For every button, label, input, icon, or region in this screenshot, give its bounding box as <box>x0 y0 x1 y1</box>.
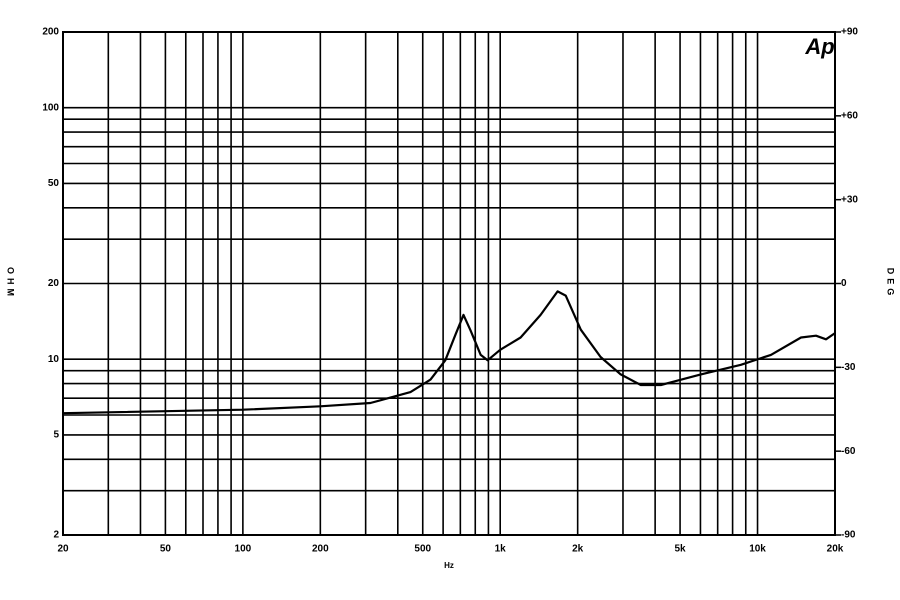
y2-tick-label: +90 <box>841 27 858 38</box>
x-tick-label: 1k <box>495 544 507 555</box>
x-tick-label: 500 <box>414 544 431 555</box>
x-tick-label: 200 <box>312 544 329 555</box>
y2-axis-label: DEG <box>886 268 896 300</box>
impedance-line <box>62 290 836 415</box>
y2-tick-label: 0 <box>841 278 847 289</box>
x-tick-label: 20 <box>57 544 69 555</box>
x-axis-label: Hz <box>444 561 454 570</box>
x-tick-label: 100 <box>235 544 252 555</box>
x-tick-label: 2k <box>572 544 584 555</box>
y-tick-label: 200 <box>42 27 59 38</box>
y2-tick-label: -90 <box>841 530 856 541</box>
y2-tick-label: +60 <box>841 110 858 121</box>
x-tick-label: 50 <box>160 544 172 555</box>
y2-tick-label: -30 <box>841 362 856 373</box>
x-tick-label: 5k <box>675 544 687 555</box>
y-axis-label: OHM <box>6 267 16 300</box>
y2-tick-label: -60 <box>841 446 856 457</box>
y2-tick-label: +30 <box>841 194 858 205</box>
x-tick-label: 10k <box>749 544 766 555</box>
y-tick-label: 10 <box>48 354 60 365</box>
y-tick-label: 5 <box>53 430 59 441</box>
y-tick-label: 100 <box>42 102 59 113</box>
y-tick-label: 2 <box>53 530 59 541</box>
logo: Ap <box>804 34 834 59</box>
x-tick-label: 20k <box>827 544 844 555</box>
y-tick-label: 20 <box>48 278 60 289</box>
y-tick-label: 50 <box>48 178 60 189</box>
